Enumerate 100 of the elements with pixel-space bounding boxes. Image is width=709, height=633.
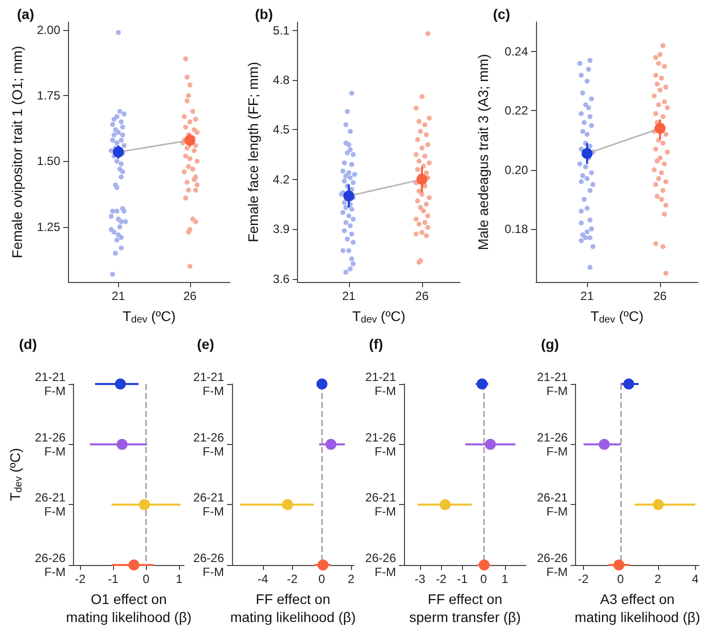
point	[114, 114, 120, 120]
chart-title: (b)	[255, 6, 273, 22]
y-tick-label: 3.9	[272, 222, 290, 236]
point	[652, 167, 657, 172]
y-tick-label: 21-21 F-M	[536, 370, 568, 398]
point	[418, 205, 423, 210]
point	[114, 208, 120, 214]
point	[114, 185, 120, 190]
point	[662, 64, 667, 69]
point	[653, 54, 658, 60]
point	[578, 220, 584, 226]
point	[426, 195, 432, 200]
y-tick-label: 1.50	[36, 154, 61, 168]
x-axis-title: O1 effect on mating likelihood (β)	[66, 590, 192, 625]
x-axis-title: FF effect on sperm transfer (β)	[409, 590, 521, 625]
x-tick-label: -2	[436, 572, 447, 586]
point	[187, 156, 192, 162]
point	[663, 132, 668, 137]
y-tick-label: 26-21 F-M	[193, 490, 224, 519]
point	[654, 82, 660, 87]
point	[584, 206, 590, 211]
point	[340, 210, 346, 216]
point	[424, 132, 429, 138]
point	[190, 108, 196, 114]
point	[118, 234, 124, 240]
point	[348, 147, 353, 152]
point	[350, 261, 356, 266]
y-tick-label: 26-26 F-M	[34, 551, 66, 579]
point	[654, 158, 660, 164]
x-tick-label: 26	[653, 289, 668, 304]
point	[656, 102, 662, 108]
y-axis-title: Tdev (ºC)	[7, 448, 24, 502]
point	[662, 99, 667, 104]
point	[346, 248, 352, 254]
chart-title: (c)	[493, 6, 510, 22]
point	[342, 178, 347, 184]
point	[352, 172, 358, 177]
y-tick-label: 21-26 F-M	[34, 430, 66, 458]
x-tick-label: -2	[578, 572, 589, 586]
y-tick-label: 1.25	[36, 220, 61, 234]
y-tick-label: 26-21 F-M	[365, 490, 396, 519]
point	[112, 146, 124, 158]
point	[184, 180, 190, 185]
point	[654, 194, 660, 199]
point	[419, 94, 424, 100]
point	[114, 140, 120, 146]
point	[325, 438, 336, 450]
x-tick-label: 0	[480, 572, 488, 586]
y-tick-label: 21-26 F-M	[193, 430, 224, 458]
y-tick-label: 21-21 F-M	[193, 370, 224, 398]
y-tick-label: 0.22	[504, 104, 528, 118]
point	[194, 130, 200, 135]
x-tick-label: -1	[457, 572, 468, 586]
point	[348, 128, 353, 134]
x-tick-label: 2	[348, 572, 355, 586]
point	[588, 122, 594, 128]
point	[414, 232, 419, 237]
y-tick-label: 26-21 F-M	[536, 490, 568, 519]
point	[187, 119, 192, 124]
point	[660, 188, 666, 193]
point	[598, 438, 610, 450]
x-tick-label: 26	[183, 289, 197, 304]
x-axis-title: FF effect on mating likelihood (β)	[230, 590, 356, 625]
point	[184, 98, 190, 104]
point	[588, 170, 594, 176]
chart-title: (e)	[197, 336, 214, 352]
point	[418, 128, 423, 134]
point	[414, 106, 419, 111]
point	[584, 78, 590, 84]
point	[193, 219, 198, 224]
y-tick-label: 5.1	[272, 23, 290, 38]
point	[346, 142, 352, 148]
point	[349, 256, 354, 262]
x-tick-label: -3	[414, 572, 426, 586]
point	[420, 208, 426, 214]
point	[656, 60, 662, 66]
point	[183, 124, 188, 130]
point	[663, 84, 668, 90]
point	[653, 241, 658, 246]
point	[578, 111, 584, 116]
point	[623, 378, 634, 390]
x-tick-label: 2	[654, 572, 662, 586]
point	[588, 235, 592, 240]
point	[484, 438, 496, 450]
point	[419, 230, 424, 235]
point	[342, 228, 347, 234]
y-tick-label: 21-26 F-M	[365, 430, 396, 458]
point	[658, 87, 663, 92]
point	[662, 161, 667, 166]
point	[116, 130, 121, 135]
point	[187, 82, 192, 88]
point	[348, 175, 353, 180]
point	[578, 208, 584, 214]
point	[425, 224, 430, 230]
point	[613, 560, 624, 570]
point	[588, 264, 592, 270]
point	[415, 166, 420, 172]
point	[658, 155, 663, 160]
y-axis-title: Male aedeagus trait 3 (A3; mm)	[475, 54, 491, 250]
point	[350, 152, 356, 158]
